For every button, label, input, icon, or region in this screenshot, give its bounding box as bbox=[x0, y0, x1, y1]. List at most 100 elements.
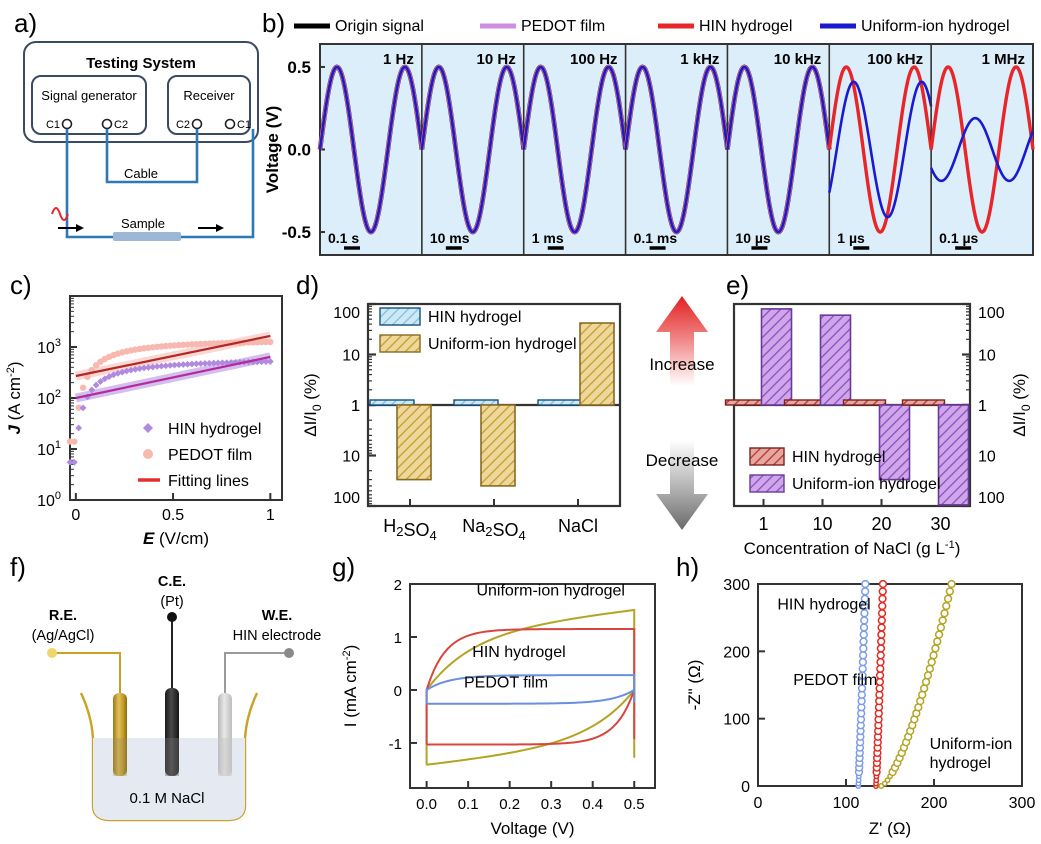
panel-c-point bbox=[66, 458, 74, 466]
panel-c-point bbox=[97, 378, 104, 385]
panel-c-point bbox=[162, 362, 170, 370]
panel-b-scale-1: 10 ms bbox=[430, 230, 470, 246]
panel-h-yticklabel-1: 100 bbox=[723, 712, 750, 729]
panel-b-ytick-1: 0.0 bbox=[287, 141, 311, 160]
panel-d-yticklabel-dn-0: 1 bbox=[351, 398, 360, 415]
panel-b-curve bbox=[929, 116, 1035, 183]
panel-c-point bbox=[136, 365, 144, 373]
panel-h-series-label-2-b: hydrogel bbox=[930, 755, 991, 772]
panel-b-curve bbox=[624, 65, 729, 234]
panel-h-label: h) bbox=[676, 552, 700, 582]
sample-bar bbox=[113, 232, 181, 241]
panel-c-point bbox=[214, 359, 222, 367]
re-detail-label: (Ag/AgCl) bbox=[32, 628, 95, 644]
panel-d-bar-hin-2 bbox=[537, 399, 583, 406]
panel-b-scale-5: 1 µs bbox=[837, 230, 865, 246]
panel-h-point bbox=[858, 651, 868, 660]
panel-c-xticklabel-1: 0.5 bbox=[162, 507, 184, 524]
panel-e-yticklabel-dn-1: 10 bbox=[978, 449, 996, 466]
panel-h-point bbox=[876, 644, 886, 653]
panel-h: h) 0 100 200 300 0 100 200 300 Z' (Ω) -Z" (Ω) PEDO… bbox=[672, 548, 1041, 844]
panel-h-point bbox=[934, 630, 944, 639]
port-rx-c2-icon bbox=[191, 118, 203, 130]
panel-d-xticklabel-1: Na2SO4 bbox=[462, 516, 526, 543]
panel-h-point bbox=[877, 623, 886, 632]
panel-d-yticklabel-dn-2: 100 bbox=[333, 490, 360, 507]
receiver-label: Receiver bbox=[183, 88, 235, 103]
port-rx-c1-label: C1 bbox=[237, 119, 251, 131]
panel-c-yticklabel-1: 101 bbox=[37, 439, 61, 459]
panel-h-point bbox=[878, 579, 888, 589]
panel-c-point bbox=[149, 363, 157, 371]
panel-e-bar-uni-2 bbox=[878, 404, 911, 481]
ce-electrode-rod bbox=[165, 688, 179, 776]
panel-b-freq-4: 10 kHz bbox=[774, 51, 822, 68]
panel-f: f) R.E. (Ag/AgCl) C.E. (Pt) W.E. HIN ele… bbox=[0, 548, 335, 844]
panel-c: c) 100 101 102 103 0 0.5 1 E (V/cm) J (A cm-2) HI… bbox=[0, 268, 290, 550]
panel-h-point bbox=[884, 777, 891, 784]
panel-e-legend-swatch-1 bbox=[749, 474, 785, 493]
panel-d-bar-uni-0 bbox=[396, 404, 432, 481]
panel-g-xlabel: Voltage (V) bbox=[490, 819, 574, 838]
signal-wave-icon bbox=[51, 207, 69, 221]
we-lead bbox=[224, 652, 288, 694]
panel-c-point bbox=[140, 364, 148, 372]
re-electrode-submerged bbox=[113, 738, 127, 776]
panel-d-yticklabel-dn-1: 10 bbox=[342, 449, 360, 466]
panel-b-ytick-0: 0.5 bbox=[287, 58, 311, 77]
panel-d-xticklabel-0: H2SO4 bbox=[383, 516, 437, 543]
panel-e-xticklabel-3: 30 bbox=[930, 514, 950, 534]
panel-c-fit-line bbox=[75, 334, 271, 378]
panel-h-point bbox=[876, 657, 885, 667]
panel-h-point bbox=[938, 616, 947, 625]
panel-h-point bbox=[876, 651, 885, 660]
panel-g-cv-2 bbox=[425, 674, 636, 705]
panel-e-yticklabel-up-2: 1 bbox=[978, 398, 987, 415]
panel-f-label: f) bbox=[10, 552, 26, 582]
panel-c-point bbox=[166, 361, 174, 369]
panel-d-legend-swatch-0 bbox=[379, 307, 421, 326]
panel-h-point bbox=[875, 677, 884, 687]
panel-c-point bbox=[71, 438, 78, 445]
port-sg-c1-icon bbox=[61, 118, 73, 130]
panel-b-curve bbox=[318, 65, 424, 234]
panel-h-point bbox=[945, 587, 954, 596]
panel-c-point bbox=[92, 362, 100, 369]
panel-h-point bbox=[859, 644, 868, 653]
panel-c-point bbox=[79, 404, 87, 412]
legend-label-3: Uniform-ion hydrogel bbox=[861, 18, 1010, 35]
panel-b-curve bbox=[828, 80, 933, 219]
panel-e: e) 100 10 1 1 10 100 1 10 20 30 Concentration of N… bbox=[722, 268, 1041, 558]
panel-c-point bbox=[158, 362, 165, 370]
panel-g-yticklabel-1: 0 bbox=[394, 683, 402, 700]
panel-d-yticklabel-up-2: 1 bbox=[351, 398, 360, 415]
panel-b-plot: Origin signal PEDOT film HIN hydrogel Unifo… bbox=[263, 18, 1035, 256]
ce-electrode-submerged bbox=[165, 738, 179, 776]
panel-b-freq-2: 100 Hz bbox=[570, 51, 618, 68]
re-electrode-rod bbox=[113, 693, 127, 776]
panel-d-legend-label-1: Uniform-ion hydrogel bbox=[428, 336, 577, 353]
panel-h-point bbox=[931, 644, 940, 653]
panel-c-label: c) bbox=[10, 270, 32, 300]
panel-c-point bbox=[70, 458, 78, 466]
panel-h-yticklabel-2: 200 bbox=[723, 644, 750, 661]
panel-c-yticklabel-2: 102 bbox=[37, 388, 61, 408]
panel-g: g) 0.0 0.1 0.2 0.3 0.4 0.5 -1 0 1 2 Voltage (V) I (… bbox=[330, 548, 675, 844]
panel-h-point bbox=[936, 623, 946, 632]
panel-a: a) Testing System Signal generator Recei… bbox=[0, 0, 280, 270]
panel-b-scale-0: 0.1 s bbox=[328, 230, 359, 246]
panel-e-yticklabel-up-0: 100 bbox=[978, 305, 1005, 322]
flow-arrow-left-icon bbox=[58, 224, 84, 232]
re-role-label: R.E. bbox=[49, 608, 77, 624]
panel-h-point bbox=[878, 587, 887, 596]
panel-c-fit-line bbox=[75, 355, 271, 400]
panel-c-ylabel: J (A cm-2) bbox=[5, 361, 24, 434]
panel-e-bar-hin-2 bbox=[842, 399, 887, 406]
panel-h-point bbox=[877, 637, 886, 646]
panel-h-xlabel: Z' (Ω) bbox=[869, 819, 911, 838]
panel-d-bar-uni-2 bbox=[579, 322, 615, 406]
panel-b-curve bbox=[827, 65, 933, 234]
panel-h-frame bbox=[757, 583, 1023, 787]
panel-b-frame bbox=[319, 43, 1034, 256]
